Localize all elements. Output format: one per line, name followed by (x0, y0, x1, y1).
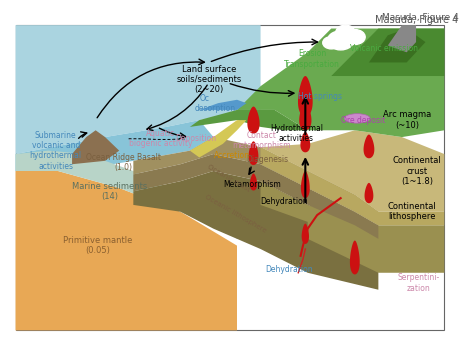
Text: Metamorphism: Metamorphism (223, 180, 281, 189)
Text: Oceanic crust: Oceanic crust (206, 163, 251, 193)
Text: Marine sediments
(14): Marine sediments (14) (72, 182, 147, 201)
Polygon shape (261, 181, 444, 273)
Circle shape (345, 29, 365, 44)
Text: Volcanic emission: Volcanic emission (350, 44, 418, 53)
Text: Masuda, Figure 4: Masuda, Figure 4 (375, 15, 458, 25)
Polygon shape (190, 120, 246, 157)
Text: Erosion
Transportation: Erosion Transportation (284, 49, 340, 69)
Polygon shape (364, 134, 374, 158)
Polygon shape (237, 28, 444, 137)
Polygon shape (16, 150, 237, 239)
Text: Hot springs: Hot springs (298, 92, 342, 101)
Polygon shape (261, 147, 444, 225)
Polygon shape (298, 76, 313, 117)
Text: Submarine
volcanic and
hydrothermal
activities: Submarine volcanic and hydrothermal acti… (30, 131, 82, 171)
Circle shape (323, 37, 340, 49)
Polygon shape (133, 137, 378, 225)
Text: Aquatic
biogenic activity: Aquatic biogenic activity (128, 129, 192, 148)
Text: Oceanic lithosphere: Oceanic lithosphere (204, 193, 267, 233)
Polygon shape (133, 171, 378, 290)
Text: Arc magma
(~10): Arc magma (~10) (383, 110, 431, 130)
Text: Primitive mantle
(0.05): Primitive mantle (0.05) (63, 236, 132, 255)
Text: Continental
lithosphere: Continental lithosphere (388, 202, 437, 221)
Polygon shape (369, 28, 426, 63)
Text: Deposition: Deposition (176, 134, 217, 143)
Polygon shape (248, 141, 258, 165)
Text: Ore deposit: Ore deposit (341, 116, 385, 124)
Polygon shape (190, 110, 308, 130)
Text: Continental
crust
(1~1.8): Continental crust (1~1.8) (392, 156, 441, 186)
Polygon shape (250, 173, 257, 190)
Text: Ocean Ridge Basalt
(1.0): Ocean Ridge Basalt (1.0) (86, 153, 161, 172)
Polygon shape (72, 130, 119, 164)
Polygon shape (261, 130, 444, 212)
Text: Land surface
soils/sediments
(2~20): Land surface soils/sediments (2~20) (176, 65, 241, 94)
Text: Serpentini-
zation: Serpentini- zation (397, 273, 439, 293)
Polygon shape (16, 120, 213, 171)
Polygon shape (199, 100, 246, 110)
Text: Oc: Oc (199, 94, 210, 103)
Text: Dehydration: Dehydration (261, 197, 308, 206)
Polygon shape (301, 132, 310, 152)
Polygon shape (16, 171, 237, 330)
Circle shape (336, 25, 355, 39)
Polygon shape (16, 25, 261, 154)
Polygon shape (301, 224, 309, 244)
Ellipse shape (344, 114, 370, 123)
Text: desorption: desorption (195, 104, 236, 113)
Text: Accretion: Accretion (213, 151, 249, 160)
Polygon shape (299, 103, 311, 130)
Polygon shape (247, 107, 260, 134)
Text: Hydrothermal
activities: Hydrothermal activities (270, 124, 323, 143)
Text: Contact
metamorphism: Contact metamorphism (232, 131, 291, 150)
Polygon shape (331, 28, 444, 76)
Polygon shape (388, 25, 416, 52)
Text: Dehydration: Dehydration (265, 265, 313, 274)
Text: Diagenesis: Diagenesis (246, 155, 289, 163)
Polygon shape (133, 154, 378, 239)
Polygon shape (301, 171, 310, 198)
Text: Masuda, Figure 4: Masuda, Figure 4 (382, 13, 458, 22)
Polygon shape (365, 183, 374, 203)
FancyBboxPatch shape (16, 25, 444, 330)
Circle shape (328, 31, 354, 50)
Polygon shape (350, 240, 360, 274)
